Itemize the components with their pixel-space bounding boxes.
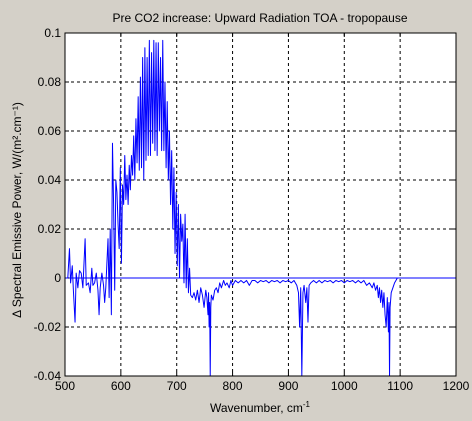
y-tick-label: 0.04 bbox=[38, 173, 62, 187]
y-tick-labels: -0.04 -0.02 0 0.02 0.04 0.06 0.08 0.1 bbox=[34, 26, 62, 383]
y-axis-label: Δ Spectral Emissive Power, W/(m².cm⁻¹) bbox=[10, 102, 24, 318]
x-tick-labels: 500 600 700 800 900 1000 1100 1200 bbox=[55, 379, 470, 393]
plot-frame bbox=[64, 32, 457, 377]
x-tick-label: 800 bbox=[223, 379, 243, 393]
y-tick-label: 0.06 bbox=[38, 124, 62, 138]
x-tick-label: 600 bbox=[111, 379, 131, 393]
x-tick-label: 700 bbox=[167, 379, 187, 393]
plot-area bbox=[65, 33, 456, 376]
y-tick-label: -0.04 bbox=[34, 369, 62, 383]
chart-title: Pre CO2 increase: Upward Radiation TOA -… bbox=[112, 11, 407, 25]
x-axis-label: Wavenumber, cm-1 bbox=[210, 400, 311, 415]
x-tick-label: 1100 bbox=[387, 379, 413, 393]
y-tick-label: -0.02 bbox=[34, 320, 62, 334]
x-tick-label: 900 bbox=[278, 379, 298, 393]
y-tick-label: 0 bbox=[54, 271, 61, 285]
x-tick-label: 1200 bbox=[443, 379, 470, 393]
x-tick-label: 500 bbox=[55, 379, 75, 393]
x-axis-label-text: Wavenumber, cm bbox=[210, 401, 303, 415]
y-tick-label: 0.02 bbox=[38, 222, 62, 236]
y-tick-label: 0.08 bbox=[38, 75, 62, 89]
x-tick-label: 1000 bbox=[331, 379, 358, 393]
x-axis-label-superscript: -1 bbox=[303, 400, 311, 409]
y-tick-label: 0.1 bbox=[44, 26, 61, 40]
data-series-line bbox=[65, 39, 456, 377]
